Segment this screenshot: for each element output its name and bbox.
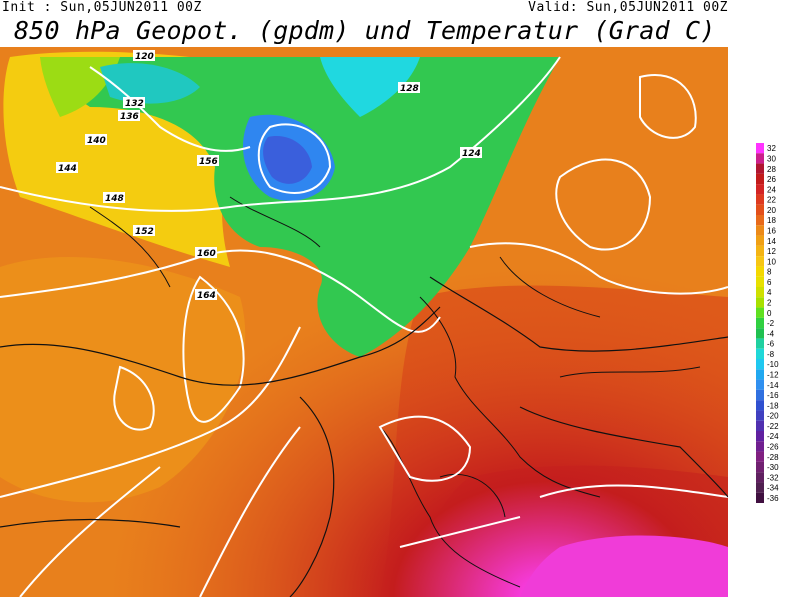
legend-swatch <box>756 307 764 318</box>
legend-swatch <box>756 379 764 390</box>
legend-swatch <box>756 461 764 473</box>
legend-swatch <box>756 420 764 431</box>
legend-swatch <box>756 317 764 329</box>
label-144: 144 <box>58 164 77 174</box>
color-legend: 32302826242220181614121086420-2-4-6-8-10… <box>756 143 779 503</box>
legend-swatch <box>756 225 764 236</box>
label-164: 164 <box>197 291 216 301</box>
cold-green <box>40 57 560 357</box>
legend-label: 28 <box>767 165 776 174</box>
legend-label: 30 <box>767 155 776 164</box>
legend-label: -6 <box>767 340 775 349</box>
legend-label: -36 <box>767 494 779 503</box>
legend-swatch <box>756 173 764 185</box>
legend-label: 12 <box>767 247 776 256</box>
label-152: 152 <box>135 227 154 237</box>
label-148: 148 <box>105 194 124 204</box>
lime-edge <box>40 57 120 117</box>
legend-swatch <box>756 245 764 257</box>
legend-label: -32 <box>767 473 779 482</box>
legend-swatch <box>756 235 764 246</box>
label-140: 140 <box>87 136 106 146</box>
label-160: 160 <box>197 249 216 259</box>
legend-label: 26 <box>767 175 776 184</box>
legend-swatch <box>756 482 764 493</box>
legend-swatch <box>756 359 764 370</box>
legend-label: -4 <box>767 329 775 338</box>
legend-label: 4 <box>767 288 772 297</box>
legend-label: -16 <box>767 391 779 400</box>
legend-swatch <box>756 492 764 503</box>
legend-label: -30 <box>767 463 779 472</box>
legend-swatch <box>756 389 764 401</box>
legend-swatch <box>756 184 764 195</box>
legend-label: 24 <box>767 185 776 194</box>
legend-swatch <box>756 441 764 452</box>
legend-label: 2 <box>767 299 772 308</box>
legend-label: -20 <box>767 412 779 421</box>
legend-label: -26 <box>767 443 779 452</box>
label-136: 136 <box>120 112 139 122</box>
label-128: 128 <box>400 84 419 94</box>
legend-swatch <box>756 153 764 164</box>
legend-swatch <box>756 143 764 154</box>
legend-swatch <box>756 348 764 359</box>
legend-label: -22 <box>767 422 779 431</box>
warm-west <box>0 257 246 503</box>
legend-swatch <box>756 215 764 226</box>
valid-time: Valid: Sun,05JUN2011 00Z <box>528 0 728 15</box>
label-132: 132 <box>125 99 144 109</box>
legend-label: -2 <box>767 319 775 328</box>
legend-swatch <box>756 338 764 349</box>
cyan-core <box>320 57 420 117</box>
map-title: 850 hPa Geopot. (gpdm) und Temperatur (G… <box>14 16 716 45</box>
legend-label: 18 <box>767 216 776 225</box>
legend-label: -10 <box>767 360 779 369</box>
legend-label: -12 <box>767 371 779 380</box>
legend-label: 6 <box>767 278 772 287</box>
legend-swatch <box>756 287 764 298</box>
init-time: Init : Sun,05JUN2011 00Z <box>2 0 202 15</box>
legend-swatch <box>756 369 764 380</box>
isohypses <box>0 56 728 597</box>
legend-label: 8 <box>767 268 772 277</box>
legend-label: -14 <box>767 381 779 390</box>
label-124: 124 <box>462 149 481 159</box>
magenta-core <box>520 535 728 597</box>
legend-swatch <box>756 204 764 215</box>
legend-label: -28 <box>767 453 779 462</box>
label-120: 120 <box>135 52 154 62</box>
legend-label: 16 <box>767 227 776 236</box>
legend-swatch <box>756 400 764 411</box>
legend-label: 32 <box>767 144 776 153</box>
legend-label: 22 <box>767 196 776 205</box>
legend-swatch <box>756 163 764 174</box>
legend-swatch <box>756 266 764 277</box>
weather-map: 120 132 136 140 144 148 152 156 160 164 … <box>0 47 728 597</box>
legend-swatch <box>756 410 764 421</box>
legend-label: 10 <box>767 257 776 266</box>
legend-swatch <box>756 328 764 339</box>
legend-label: 20 <box>767 206 776 215</box>
legend-label: -34 <box>767 484 779 493</box>
isotherms <box>0 276 728 597</box>
legend-swatch <box>756 297 764 308</box>
legend-swatch <box>756 431 764 442</box>
legend-swatch <box>756 194 764 205</box>
legend-label: -24 <box>767 432 779 441</box>
legend-label: -8 <box>767 350 775 359</box>
label-156: 156 <box>199 157 218 167</box>
blue-inner <box>263 136 312 184</box>
legend-label: 0 <box>767 309 772 318</box>
legend-label: 14 <box>767 237 776 246</box>
coastlines <box>89 196 701 588</box>
legend-swatch <box>756 276 764 287</box>
legend-swatch <box>756 472 764 483</box>
legend-swatch <box>756 256 764 267</box>
legend-label: -18 <box>767 401 779 410</box>
geopotential-labels: 120 132 136 140 144 148 152 156 160 164 … <box>56 50 482 301</box>
legend-swatch <box>756 451 764 462</box>
